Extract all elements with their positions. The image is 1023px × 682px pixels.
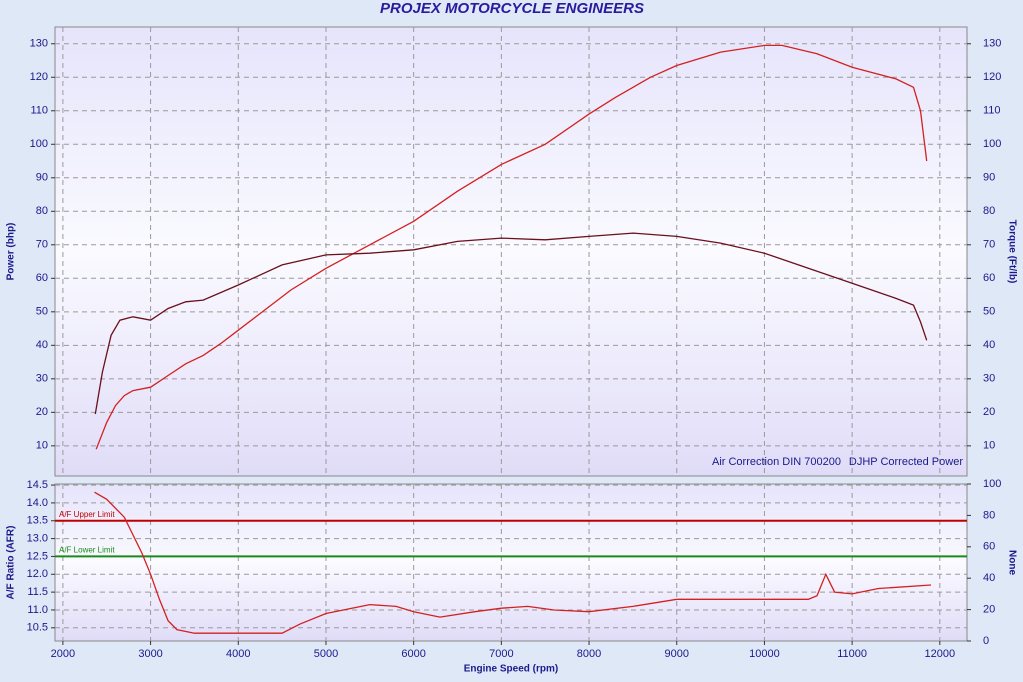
x-axis-title: Engine Speed (rpm) — [464, 664, 558, 675]
limit-label: A/F Lower Limit — [59, 546, 115, 555]
y-tick-label: 80 — [36, 205, 48, 217]
y2-tick-label: 110 — [983, 105, 1001, 117]
y2-tick-label: 120 — [983, 71, 1001, 83]
y2-tick-label: 30 — [983, 373, 995, 385]
y-tick-label: 12.5 — [27, 550, 48, 562]
x-tick-label: 6000 — [401, 648, 425, 660]
y2-axis-title: None — [1006, 550, 1017, 575]
y-tick-label: 10.5 — [27, 622, 48, 634]
y-tick-label: 14.5 — [27, 479, 48, 491]
y-tick-label: 100 — [30, 138, 48, 150]
y-tick-label: 50 — [36, 306, 48, 318]
series-line — [94, 491, 932, 634]
y2-tick-label: 20 — [983, 604, 995, 616]
y-tick-label: 130 — [30, 38, 48, 50]
y2-tick-label: 0 — [983, 635, 989, 647]
y2-tick-label: 20 — [983, 406, 995, 418]
series-line — [95, 44, 928, 450]
y2-axis-title: Torque (Ft/lb) — [1006, 220, 1017, 284]
y-tick-label: 60 — [36, 272, 48, 284]
y2-tick-label: 10 — [983, 440, 995, 452]
y-tick-label: 12.0 — [27, 568, 48, 580]
y2-tick-label: 80 — [983, 509, 995, 521]
y-tick-label: 30 — [36, 373, 48, 385]
x-tick-label: 2000 — [51, 648, 75, 660]
x-tick-label: 12000 — [925, 648, 956, 660]
y-tick-label: 10 — [36, 440, 48, 452]
y-tick-label: 40 — [36, 339, 48, 351]
plot-area — [54, 483, 968, 642]
y2-tick-label: 50 — [983, 306, 995, 318]
y-tick-label: 14.0 — [27, 497, 48, 509]
y2-tick-label: 70 — [983, 239, 995, 251]
y-tick-label: 90 — [36, 172, 48, 184]
x-tick-label: 4000 — [226, 648, 250, 660]
y2-tick-label: 100 — [983, 138, 1001, 150]
x-tick-label: 7000 — [489, 648, 513, 660]
x-tick-label: 9000 — [664, 648, 688, 660]
x-tick-label: 8000 — [577, 648, 601, 660]
y2-tick-label: 60 — [983, 541, 995, 553]
y2-tick-label: 90 — [983, 172, 995, 184]
x-tick-label: 11000 — [837, 648, 867, 660]
y-tick-label: 110 — [30, 105, 48, 117]
x-tick-label: 10000 — [749, 648, 780, 660]
limit-label: A/F Upper Limit — [59, 510, 115, 519]
y-axis-title: Power (bhp) — [6, 223, 17, 281]
y2-tick-label: 80 — [983, 205, 995, 217]
y-tick-label: 11.0 — [27, 604, 48, 616]
y-tick-label: 70 — [36, 239, 48, 251]
y-tick-label: 13.5 — [27, 515, 48, 527]
annotation: Air Correction DIN 700200 — [712, 456, 841, 468]
y-tick-label: 20 — [36, 406, 48, 418]
y2-tick-label: 40 — [983, 339, 995, 351]
y2-tick-label: 60 — [983, 272, 995, 284]
chart-title: PROJEX MOTORCYCLE ENGINEERS — [380, 0, 644, 17]
series-line — [94, 232, 928, 415]
plot-area — [54, 26, 968, 477]
y2-tick-label: 100 — [983, 478, 1001, 490]
x-tick-label: 3000 — [138, 648, 162, 660]
y-tick-label: 13.0 — [27, 532, 48, 544]
annotation: DJHP Corrected Power — [849, 456, 963, 468]
y-axis-title: A/F Ratio (AFR) — [6, 526, 17, 600]
y2-tick-label: 40 — [983, 572, 995, 584]
y-tick-label: 11.5 — [27, 586, 48, 598]
y-tick-label: 120 — [30, 71, 48, 83]
y2-tick-label: 130 — [983, 38, 1001, 50]
x-tick-label: 5000 — [314, 648, 338, 660]
